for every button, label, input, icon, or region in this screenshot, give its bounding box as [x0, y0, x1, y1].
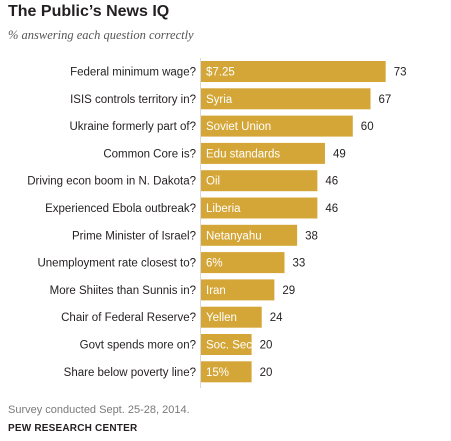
bar: [201, 361, 252, 383]
answer-label: Liberia: [206, 203, 241, 215]
category-label: Unemployment rate closest to?: [37, 258, 196, 270]
answer-label: Yellen: [206, 312, 237, 324]
answer-label: Netanyahu: [206, 230, 262, 242]
answer-label: Syria: [206, 94, 233, 106]
bar: [201, 115, 353, 137]
bar-row: Unemployment rate closest to? 6% 33: [37, 252, 305, 274]
bar-row: Driving econ boom in N. Dakota? Oil 46: [27, 170, 338, 192]
category-label: Experienced Ebola outbreak?: [45, 203, 196, 215]
bar: [201, 334, 252, 355]
bar-row: Govt spends more on? Soc. Sec. 20: [80, 334, 273, 355]
value-label: 46: [325, 203, 338, 215]
source-label: PEW RESEARCH CENTER: [8, 423, 138, 434]
category-label: Federal minimum wage?: [70, 67, 196, 79]
category-label: Share below poverty line?: [64, 367, 196, 379]
bar: [201, 279, 275, 301]
bar-row: Ukraine formerly part of? Soviet Union 60: [69, 115, 374, 137]
bar-row: Prime Minister of Israel? Netanyahu 38: [72, 224, 318, 246]
bar-row: Chair of Federal Reserve? Yellen 24: [61, 306, 283, 328]
answer-label: Iran: [206, 285, 226, 297]
value-label: 20: [260, 367, 273, 379]
bar-row: Federal minimum wage? $7.25 73: [70, 61, 406, 82]
category-label: Prime Minister of Israel?: [72, 230, 196, 242]
bar: [201, 61, 386, 82]
value-label: 60: [361, 121, 374, 133]
category-label: Chair of Federal Reserve?: [61, 312, 196, 324]
category-label: Ukraine formerly part of?: [69, 121, 196, 133]
bar: [201, 142, 325, 164]
value-label: 67: [379, 94, 392, 106]
chart-subtitle: % answering each question correctly: [8, 28, 194, 42]
value-label: 38: [305, 230, 318, 242]
answer-label: $7.25: [206, 67, 235, 79]
survey-note: Survey conducted Sept. 25-28, 2014.: [8, 404, 190, 416]
chart-title: The Public’s News IQ: [8, 3, 170, 20]
value-label: 46: [325, 176, 338, 188]
value-label: 49: [333, 148, 346, 160]
bar-row: Common Core is? Edu standards 49: [103, 142, 346, 164]
value-label: 33: [292, 258, 305, 270]
category-label: Common Core is?: [103, 148, 196, 160]
bar-row: Share below poverty line? 15% 20: [64, 361, 273, 383]
value-label: 20: [260, 340, 273, 352]
category-label: Govt spends more on?: [80, 340, 196, 352]
value-label: 29: [282, 285, 295, 297]
bar: [201, 170, 318, 192]
answer-label: Edu standards: [206, 148, 280, 160]
value-label: 73: [394, 67, 407, 79]
category-label: Driving econ boom in N. Dakota?: [27, 176, 196, 188]
answer-label: 15%: [206, 367, 229, 379]
bar: [201, 306, 262, 328]
bar: [201, 252, 285, 274]
bar: [201, 224, 298, 246]
bar-row: Experienced Ebola outbreak? Liberia 46: [45, 197, 338, 219]
answer-label: Soc. Sec.: [206, 340, 255, 352]
bar-row: ISIS controls territory in? Syria 67: [70, 88, 392, 110]
answer-label: Oil: [206, 176, 220, 188]
bar: [201, 88, 371, 110]
category-label: ISIS controls territory in?: [70, 94, 196, 106]
category-label: More Shiites than Sunnis in?: [50, 285, 196, 297]
bar-row: More Shiites than Sunnis in? Iran 29: [50, 279, 295, 301]
bar: [201, 197, 318, 219]
answer-label: 6%: [206, 258, 223, 270]
answer-label: Soviet Union: [206, 121, 271, 133]
value-label: 24: [270, 312, 283, 324]
